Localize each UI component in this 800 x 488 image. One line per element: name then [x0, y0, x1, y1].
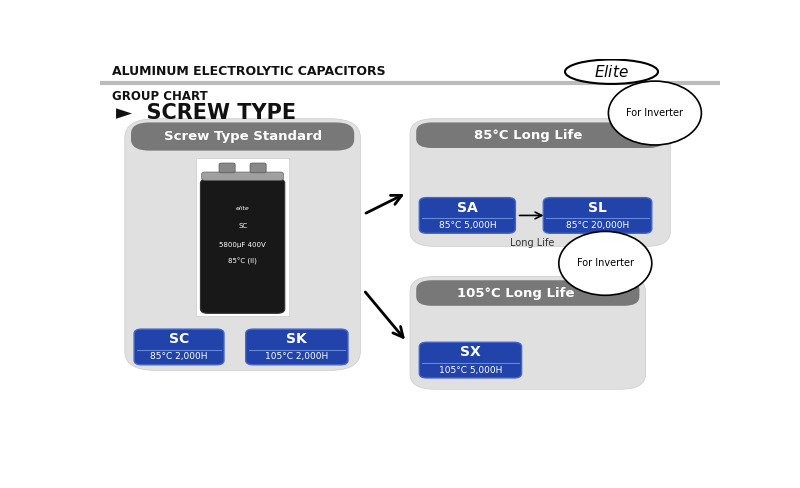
- Text: 105°C Long Life: 105°C Long Life: [457, 286, 574, 300]
- Text: SK: SK: [286, 332, 307, 346]
- Text: 85°C 5,000H: 85°C 5,000H: [438, 221, 496, 230]
- Ellipse shape: [565, 60, 658, 84]
- FancyBboxPatch shape: [419, 198, 515, 233]
- Text: 85°C 20,000H: 85°C 20,000H: [566, 221, 629, 230]
- Text: ALUMINUM ELECTROLYTIC CAPACITORS: ALUMINUM ELECTROLYTIC CAPACITORS: [112, 65, 386, 78]
- Text: 85°C (II): 85°C (II): [228, 258, 257, 265]
- FancyBboxPatch shape: [246, 329, 348, 365]
- Text: Long Life: Long Life: [510, 238, 554, 248]
- FancyBboxPatch shape: [196, 158, 289, 316]
- FancyBboxPatch shape: [201, 179, 285, 313]
- Text: 105°C 2,000H: 105°C 2,000H: [266, 352, 329, 362]
- Ellipse shape: [608, 81, 702, 145]
- Text: $\mathit{Elite}$: $\mathit{Elite}$: [594, 64, 629, 80]
- Text: SC: SC: [169, 332, 189, 346]
- Text: 85°C 2,000H: 85°C 2,000H: [150, 352, 208, 362]
- Text: SA: SA: [457, 201, 478, 215]
- Text: 5800μF 400V: 5800μF 400V: [219, 242, 266, 247]
- FancyBboxPatch shape: [419, 342, 522, 378]
- Text: For Inverter: For Inverter: [577, 258, 634, 268]
- FancyBboxPatch shape: [250, 163, 266, 173]
- Ellipse shape: [558, 231, 652, 295]
- Text: Screw Type Standard: Screw Type Standard: [163, 130, 322, 143]
- Text: 85°C Long Life: 85°C Long Life: [474, 129, 582, 142]
- FancyBboxPatch shape: [219, 163, 235, 173]
- Text: For Inverter: For Inverter: [626, 108, 683, 118]
- FancyBboxPatch shape: [410, 119, 670, 246]
- FancyBboxPatch shape: [416, 122, 664, 148]
- Text: 105°C 5,000H: 105°C 5,000H: [438, 366, 502, 375]
- Text: elite: elite: [236, 206, 250, 211]
- FancyBboxPatch shape: [131, 122, 354, 151]
- FancyBboxPatch shape: [202, 172, 283, 180]
- Text: SC: SC: [238, 223, 247, 229]
- FancyBboxPatch shape: [134, 329, 224, 365]
- FancyBboxPatch shape: [416, 280, 639, 306]
- FancyBboxPatch shape: [125, 119, 360, 370]
- Text: ►  SCREW TYPE: ► SCREW TYPE: [115, 103, 296, 123]
- Text: GROUP CHART: GROUP CHART: [112, 90, 208, 102]
- Text: SX: SX: [460, 345, 481, 359]
- FancyBboxPatch shape: [543, 198, 652, 233]
- Text: SL: SL: [588, 201, 607, 215]
- FancyBboxPatch shape: [410, 277, 646, 389]
